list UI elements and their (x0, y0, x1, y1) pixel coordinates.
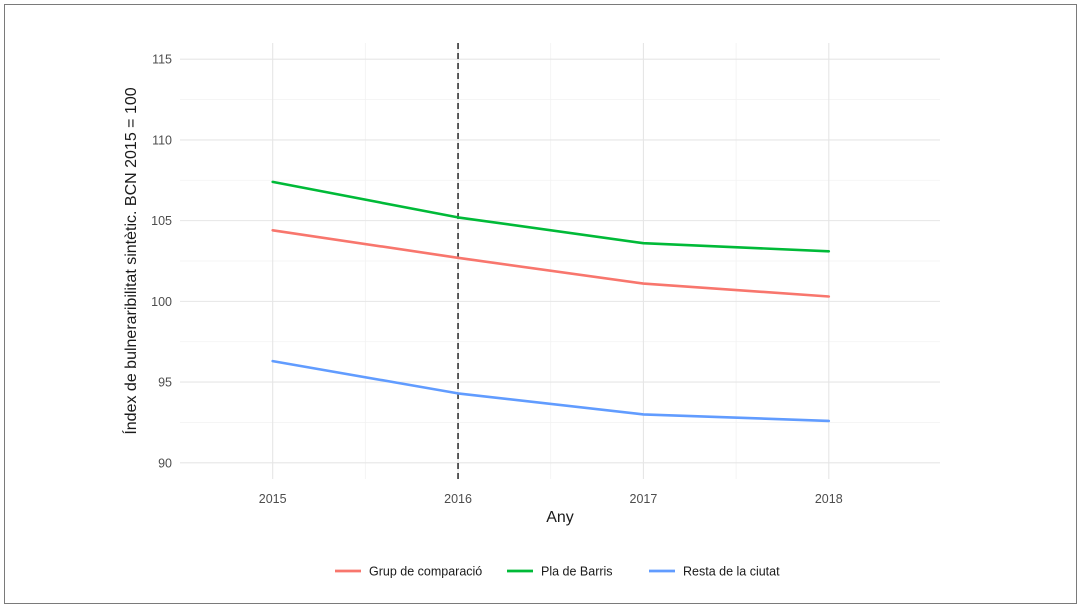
y-tick-label: 100 (151, 295, 172, 309)
x-axis-title: Any (546, 509, 574, 526)
x-tick-label: 2015 (259, 492, 287, 506)
y-axis-title: Índex de bulneraribilitat sintètic. BCN … (121, 87, 140, 434)
legend-label-1: Pla de Barris (541, 565, 613, 579)
series-line-0 (271, 229, 831, 298)
x-tick-label: 2016 (444, 492, 472, 506)
y-tick-label: 110 (152, 133, 172, 147)
y-tick-label: 115 (152, 53, 172, 67)
y-tick-label: 105 (151, 214, 172, 228)
x-tick-label: 2017 (630, 492, 658, 506)
legend-label-0: Grup de comparació (369, 565, 482, 579)
series-layer (271, 180, 831, 423)
legend: Grup de comparació Pla de Barris Resta de … (335, 565, 780, 579)
grid-lines (180, 43, 940, 479)
x-tick-labels: 2015 2016 2017 2018 (259, 492, 843, 506)
y-tick-labels: 90 95 100 105 110 115 (151, 53, 172, 471)
legend-label-2: Resta de la ciutat (683, 565, 780, 579)
figure-frame: 90 95 100 105 110 115 2015 2016 2017 2018 Any Ín… (4, 4, 1077, 604)
series-line-2 (271, 359, 831, 423)
line-chart: 90 95 100 105 110 115 2015 2016 2017 2018 Any Ín… (121, 43, 940, 579)
y-tick-label: 95 (158, 376, 172, 390)
y-tick-label: 90 (158, 456, 172, 470)
series-line-1 (271, 180, 831, 253)
x-tick-label: 2018 (815, 492, 843, 506)
